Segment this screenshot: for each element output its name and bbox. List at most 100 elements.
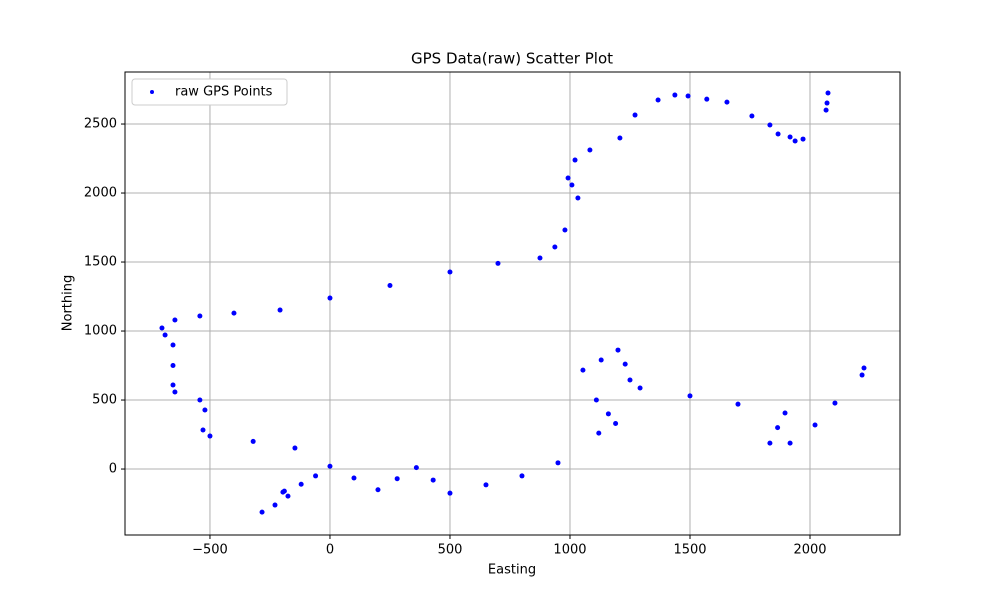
gps-point [430, 477, 436, 483]
gps-point [580, 367, 586, 373]
gps-point [162, 332, 168, 338]
x-tick-label: 0 [326, 543, 334, 558]
legend-box [131, 78, 288, 106]
gps-point [172, 317, 178, 323]
y-tick-label: 1000 [84, 324, 117, 339]
gps-point [787, 440, 793, 446]
gps-point [170, 382, 176, 388]
gps-point [327, 463, 333, 469]
gps-point [615, 347, 621, 353]
gps-point [250, 438, 256, 444]
gps-point [825, 90, 831, 96]
legend-label: raw GPS Points [175, 85, 273, 100]
gps-point [537, 255, 543, 261]
gps-point [313, 473, 319, 479]
gps-point [565, 175, 571, 181]
gps-point [351, 475, 357, 481]
x-tick-label: 2000 [793, 543, 826, 558]
y-tick-label: 500 [92, 393, 117, 408]
gps-point [197, 313, 203, 319]
gps-point [575, 195, 581, 201]
gps-point [637, 385, 643, 391]
gps-point [767, 440, 773, 446]
gps-point [622, 361, 628, 367]
gps-point [792, 138, 798, 144]
gps-point [447, 269, 453, 275]
gps-point [775, 425, 781, 431]
x-tick-label: 1000 [553, 543, 586, 558]
y-tick-label: 1500 [84, 255, 117, 270]
gps-point [598, 357, 604, 363]
y-axis-label: Northing [61, 275, 76, 331]
gps-point [387, 282, 393, 288]
x-tick-label: −500 [192, 543, 228, 558]
gps-point [483, 482, 489, 488]
gps-point [861, 365, 867, 371]
gps-point [231, 310, 237, 316]
gps-point [800, 136, 806, 142]
gps-point [292, 445, 298, 451]
gps-point [272, 502, 278, 508]
gps-point [207, 433, 213, 439]
gps-point [823, 107, 829, 113]
gps-point [824, 100, 830, 106]
gps-point [281, 488, 287, 494]
gps-point [375, 487, 381, 493]
x-tick-label: 500 [438, 543, 463, 558]
gps-point [593, 397, 599, 403]
gps-point [562, 227, 568, 233]
y-tick-label: 2500 [84, 117, 117, 132]
gps-point [447, 490, 453, 496]
gps-point [596, 430, 602, 436]
gps-point [519, 473, 525, 479]
gps-point [285, 493, 291, 499]
gps-point [687, 393, 693, 399]
gps-point [782, 410, 788, 416]
gps-point [655, 97, 661, 103]
gps-point [159, 325, 165, 331]
gps-point [572, 157, 578, 163]
x-axis-label: Easting [488, 563, 536, 578]
gps-point [172, 389, 178, 395]
gps-point [202, 407, 208, 413]
gps-point [587, 147, 593, 153]
gps-point [413, 465, 419, 471]
y-tick-label: 0 [109, 462, 117, 477]
gps-point [298, 481, 304, 487]
gps-point [394, 476, 400, 482]
gps-point [555, 460, 561, 466]
y-tick-label: 2000 [84, 186, 117, 201]
gps-point [197, 397, 203, 403]
gps-point [552, 244, 558, 250]
gps-point [704, 96, 710, 102]
gps-point [170, 363, 176, 369]
gps-point [859, 372, 865, 378]
gps-point [787, 134, 793, 140]
gps-point [775, 131, 781, 137]
gps-point [812, 422, 818, 428]
gps-point [617, 135, 623, 141]
gps-point [749, 113, 755, 119]
gps-point [200, 427, 206, 433]
gps-point [685, 93, 691, 99]
chart-title: GPS Data(raw) Scatter Plot [411, 50, 613, 68]
gps-point [672, 92, 678, 98]
gps-point [259, 509, 265, 515]
legend-marker [150, 90, 154, 94]
gps-point [569, 182, 575, 188]
gps-point [767, 122, 773, 128]
gps-point [735, 401, 741, 407]
gps-point [170, 342, 176, 348]
plot-frame [124, 71, 901, 536]
legend: raw GPS Points [131, 78, 288, 106]
gps-point [832, 400, 838, 406]
gps-point [327, 295, 333, 301]
gps-point [627, 377, 633, 383]
gps-point [605, 411, 611, 417]
gps-point [632, 112, 638, 118]
gps-point [613, 420, 619, 426]
gps-point [724, 99, 730, 105]
gps-point [277, 307, 283, 313]
x-tick-label: 1500 [673, 543, 706, 558]
